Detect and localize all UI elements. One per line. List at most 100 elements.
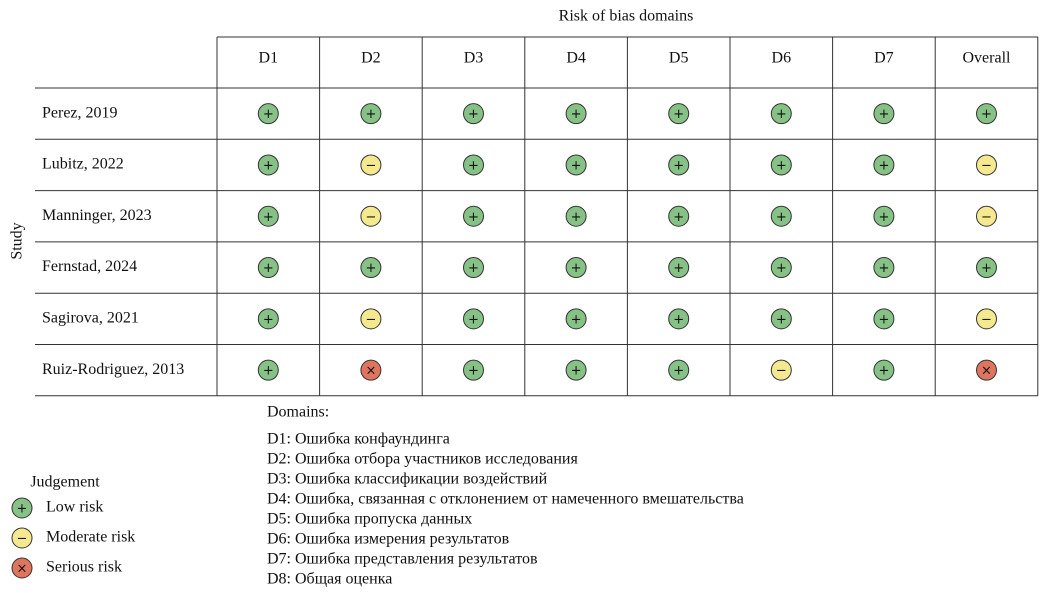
judgement-cell-symbol: −	[981, 210, 992, 225]
judgement-cell-symbol: +	[468, 107, 479, 122]
study-name: Sagirova, 2021	[42, 310, 139, 327]
judgement-cell-symbol: +	[878, 261, 889, 276]
legend-label: Moderate risk	[46, 529, 135, 546]
judgement-cell	[976, 205, 997, 227]
judgement-cell-symbol: +	[776, 210, 787, 225]
domain-item: D8: Общая оценка	[267, 571, 392, 588]
legend-icon	[11, 497, 33, 519]
judgement-cell	[360, 257, 382, 279]
judgement-cell-symbol: +	[878, 364, 889, 379]
domain-item: D4: Ошибка, связанная с отклонением от н…	[267, 491, 744, 508]
legend-icon	[11, 557, 33, 579]
judgement-cell-symbol: +	[468, 210, 479, 225]
judgement-cell-symbol: +	[776, 107, 787, 122]
judgement-cell	[257, 154, 279, 176]
column-header: D1	[259, 50, 279, 67]
judgement-cell-symbol: +	[571, 261, 582, 276]
judgement-cell	[668, 205, 690, 227]
judgement-cell	[770, 257, 792, 279]
judgement-cell	[976, 257, 997, 279]
judgement-cell-symbol: +	[776, 158, 787, 173]
judgement-cell-symbol: +	[468, 261, 479, 276]
judgement-cell	[770, 308, 792, 330]
judgement-cell	[565, 359, 587, 381]
judgement-cell-symbol: +	[673, 364, 684, 379]
judgement-cell	[257, 308, 279, 330]
judgement-cell	[463, 154, 484, 176]
judgement-cell-symbol: −	[365, 312, 376, 327]
domain-item: D5: Ошибка пропуска данных	[267, 511, 472, 528]
domain-item: D7: Ошибка представления результатов	[267, 551, 538, 568]
judgement-cell-symbol: +	[673, 210, 684, 225]
judgement-cell-symbol: +	[673, 158, 684, 173]
judgement-cell	[873, 154, 895, 176]
judgement-cell-symbol: +	[878, 158, 889, 173]
legend-icon-symbol: +	[17, 502, 28, 517]
judgement-cell	[565, 103, 587, 125]
judgement-cell	[770, 359, 792, 381]
legend-icon-symbol: −	[17, 532, 28, 547]
column-header: D4	[566, 50, 586, 67]
study-name: Manninger, 2023	[42, 207, 152, 224]
column-header: D3	[464, 50, 484, 67]
judgement-cell-symbol: +	[571, 364, 582, 379]
domains-title: Domains:	[267, 404, 329, 421]
judgement-cell-symbol: −	[981, 312, 992, 327]
judgement-cell-symbol: +	[263, 364, 274, 379]
judgement-cell-symbol: ×	[365, 364, 376, 379]
judgement-cell-symbol: +	[365, 261, 376, 276]
judgement-cell	[360, 359, 382, 381]
judgement-cell	[668, 103, 690, 125]
judgement-cell-symbol: +	[776, 261, 787, 276]
judgement-cell	[565, 257, 587, 279]
judgement-cell	[668, 359, 690, 381]
study-name: Fernstad, 2024	[42, 258, 137, 275]
judgement-cell-symbol: ×	[981, 364, 992, 379]
legend-title: Judgement	[30, 474, 100, 491]
y-label: Study	[9, 222, 26, 259]
judgement-cell-symbol: +	[981, 107, 992, 122]
judgement-cell	[770, 205, 792, 227]
judgement-cell	[770, 103, 792, 125]
study-name: Ruiz-Rodriguez, 2013	[42, 361, 184, 378]
judgement-cell	[360, 154, 382, 176]
judgement-cell	[257, 205, 279, 227]
judgement-cell-symbol: −	[365, 210, 376, 225]
judgement-cell-symbol: −	[365, 158, 376, 173]
judgement-cell-symbol: +	[263, 261, 274, 276]
domain-item: D6: Ошибка измерения результатов	[267, 531, 510, 548]
judgement-cell	[873, 359, 895, 381]
judgement-cell-symbol: +	[263, 158, 274, 173]
judgement-cell	[976, 103, 997, 125]
title: Risk of bias domains	[559, 8, 694, 25]
legend-icon-symbol: ×	[17, 562, 28, 577]
judgement-cell-symbol: +	[571, 107, 582, 122]
judgement-cell	[257, 103, 279, 125]
judgement-cell	[873, 205, 895, 227]
judgement-cell	[976, 359, 997, 381]
judgement-cell	[565, 205, 587, 227]
judgement-cell-symbol: +	[263, 210, 274, 225]
judgement-cell	[360, 205, 382, 227]
study-name: Perez, 2019	[42, 104, 118, 121]
judgement-cell	[360, 308, 382, 330]
domain-item: D2: Ошибка отбора участников исследовани…	[267, 451, 578, 468]
judgement-cell-symbol: +	[878, 210, 889, 225]
judgement-cell-symbol: +	[673, 312, 684, 327]
legend-label: Low risk	[46, 499, 103, 516]
judgement-cell	[976, 154, 997, 176]
judgement-cell	[463, 359, 484, 381]
judgement-cell-symbol: +	[468, 158, 479, 173]
judgement-cell-symbol: +	[878, 107, 889, 122]
judgement-cell	[770, 154, 792, 176]
judgement-cell	[257, 257, 279, 279]
judgement-cell-symbol: +	[365, 107, 376, 122]
judgement-cell	[463, 257, 484, 279]
legend-icon	[11, 527, 33, 549]
judgement-cell-symbol: +	[571, 312, 582, 327]
judgement-cell	[463, 103, 484, 125]
judgement-cell	[873, 103, 895, 125]
judgement-cell	[976, 308, 997, 330]
column-header: D7	[874, 50, 894, 67]
